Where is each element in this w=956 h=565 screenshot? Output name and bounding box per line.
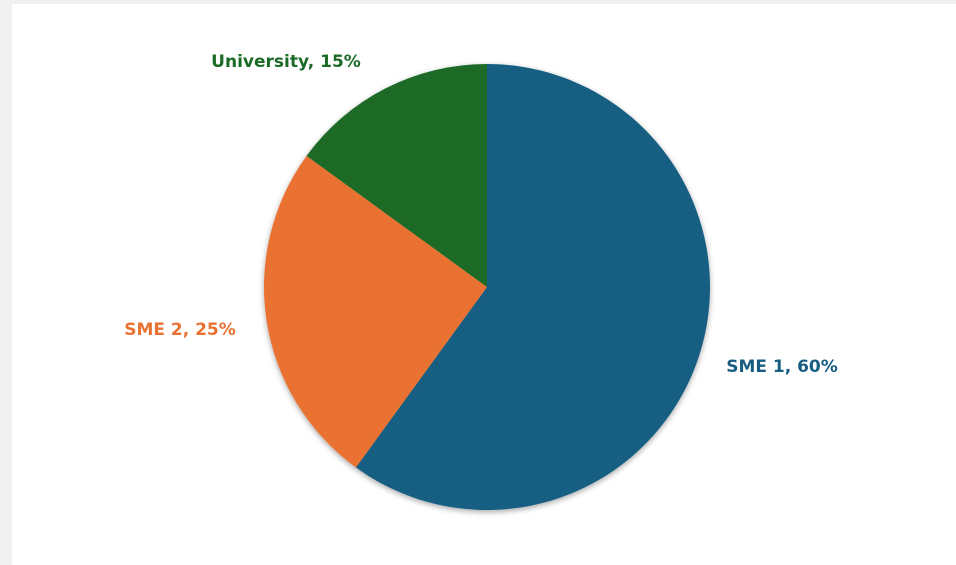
pie-slice [355, 64, 710, 510]
pie-slice [306, 64, 487, 287]
pie [264, 64, 710, 510]
data-label: SME 1, 60% [726, 357, 838, 377]
data-label: University, 15% [211, 52, 361, 72]
data-label: SME 2, 25% [124, 320, 236, 340]
pie-slice [264, 155, 487, 468]
